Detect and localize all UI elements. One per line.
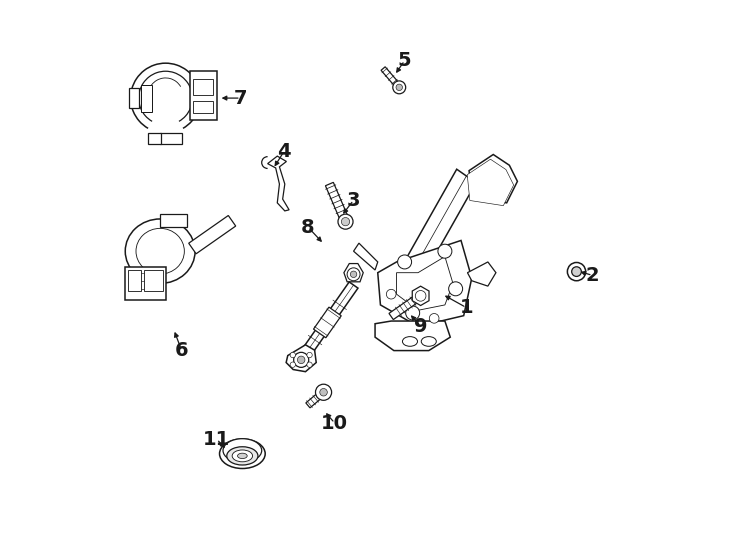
Polygon shape: [381, 67, 401, 89]
Polygon shape: [313, 307, 341, 338]
Polygon shape: [286, 345, 316, 372]
Polygon shape: [325, 183, 349, 224]
Circle shape: [567, 262, 586, 281]
Polygon shape: [375, 321, 450, 350]
Circle shape: [307, 352, 312, 357]
Circle shape: [396, 84, 402, 91]
Text: 8: 8: [301, 218, 315, 237]
Ellipse shape: [126, 219, 195, 284]
Circle shape: [406, 306, 420, 320]
Text: 6: 6: [175, 341, 189, 360]
Circle shape: [320, 388, 327, 396]
Polygon shape: [468, 262, 496, 286]
Circle shape: [307, 362, 312, 367]
Circle shape: [297, 356, 305, 363]
Polygon shape: [189, 215, 236, 254]
Polygon shape: [142, 85, 152, 112]
Polygon shape: [468, 159, 514, 206]
Polygon shape: [469, 154, 517, 203]
Circle shape: [386, 289, 396, 299]
Text: 11: 11: [203, 430, 230, 449]
Polygon shape: [306, 390, 326, 408]
Circle shape: [341, 218, 349, 226]
Circle shape: [290, 352, 296, 357]
Ellipse shape: [238, 453, 247, 458]
Polygon shape: [126, 267, 166, 300]
Polygon shape: [297, 282, 358, 363]
Text: 7: 7: [234, 89, 247, 107]
Polygon shape: [354, 243, 378, 270]
Circle shape: [316, 384, 332, 400]
Circle shape: [429, 314, 439, 323]
Text: 10: 10: [321, 414, 348, 433]
Ellipse shape: [219, 439, 265, 469]
Polygon shape: [268, 156, 289, 211]
Circle shape: [290, 362, 296, 367]
Ellipse shape: [227, 447, 258, 465]
Polygon shape: [413, 286, 429, 306]
Polygon shape: [129, 89, 139, 108]
Ellipse shape: [223, 438, 262, 462]
Circle shape: [415, 291, 426, 301]
Polygon shape: [160, 133, 181, 144]
Polygon shape: [160, 214, 187, 227]
Polygon shape: [144, 270, 163, 292]
Ellipse shape: [402, 336, 418, 346]
Polygon shape: [128, 270, 142, 292]
Circle shape: [350, 271, 357, 278]
Text: 1: 1: [459, 298, 473, 317]
Text: 2: 2: [586, 266, 600, 285]
Ellipse shape: [136, 228, 184, 274]
Text: 4: 4: [277, 143, 291, 161]
Text: 3: 3: [347, 191, 360, 210]
Ellipse shape: [232, 450, 252, 462]
Circle shape: [294, 352, 309, 367]
Polygon shape: [148, 133, 161, 144]
Circle shape: [572, 267, 581, 276]
Polygon shape: [344, 264, 363, 282]
Circle shape: [393, 81, 406, 94]
Circle shape: [438, 244, 452, 258]
Ellipse shape: [421, 336, 436, 346]
Circle shape: [398, 255, 412, 269]
Circle shape: [338, 214, 353, 229]
Circle shape: [448, 282, 462, 296]
Polygon shape: [389, 296, 418, 320]
Polygon shape: [189, 71, 217, 119]
Polygon shape: [387, 169, 476, 306]
Polygon shape: [396, 256, 453, 310]
Text: 5: 5: [398, 51, 412, 70]
Polygon shape: [378, 240, 472, 326]
Circle shape: [347, 268, 360, 281]
Text: 9: 9: [414, 317, 427, 336]
Polygon shape: [194, 101, 213, 113]
Polygon shape: [194, 79, 213, 96]
